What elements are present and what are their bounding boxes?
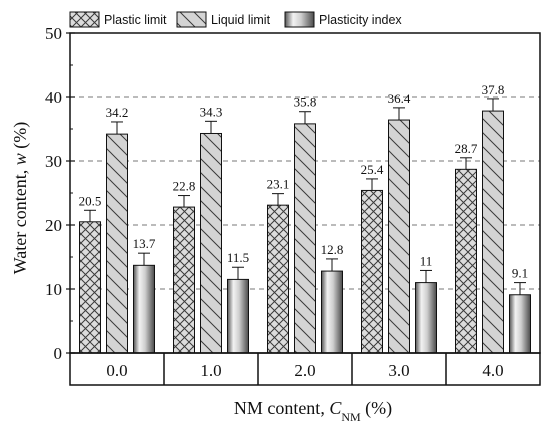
bar-backslash: [200, 132, 222, 354]
legend-swatch-vgradient: [284, 11, 315, 28]
bar-backslash: [294, 123, 316, 354]
x-tick-label: 2.0: [294, 361, 315, 380]
category-box: [69, 352, 541, 386]
data-label: 35.8: [294, 95, 317, 110]
legend-label: Plasticity index: [319, 13, 402, 27]
x-tick-label: 0.0: [106, 361, 127, 380]
data-label: 28.7: [455, 141, 478, 156]
y-tick-label: 40: [45, 88, 62, 107]
bar-vgradient: [415, 282, 437, 354]
data-label: 11.5: [227, 250, 249, 265]
legend-swatch-crosshatch: [69, 11, 100, 28]
legend-label: Plastic limit: [104, 13, 167, 27]
data-label: 9.1: [512, 266, 528, 281]
data-label: 34.2: [106, 105, 129, 120]
y-tick-label: 50: [45, 24, 62, 43]
data-label: 34.3: [200, 104, 223, 119]
data-label: 20.5: [79, 193, 102, 208]
bar-crosshatch: [173, 206, 195, 354]
x-axis-title: NM content, CNM (%): [234, 398, 392, 424]
data-label: 25.4: [361, 162, 384, 177]
y-tick-label: 0: [54, 344, 63, 363]
y-tick-label: 20: [45, 216, 62, 235]
bars: [79, 110, 531, 354]
y-axis-title: Water content, w (%): [10, 122, 31, 275]
x-tick-label: 1.0: [200, 361, 221, 380]
bar-vgradient: [321, 270, 343, 354]
bar-backslash: [106, 133, 128, 354]
bar-crosshatch: [455, 168, 477, 354]
data-label: 23.1: [267, 177, 290, 192]
data-label: 12.8: [321, 242, 344, 257]
bar-vgradient: [509, 294, 531, 354]
legend: Plastic limit Liquid limit Plasticity inde…: [69, 11, 402, 28]
bar-backslash: [388, 119, 410, 354]
bar-vgradient: [133, 264, 155, 354]
x-tick-label: 4.0: [482, 361, 503, 380]
data-label: 36.4: [388, 91, 411, 106]
category-axis: 0.0 1.0 2.0 3.0 4.0: [69, 352, 541, 386]
data-label: 13.7: [133, 236, 156, 251]
legend-swatch-backslash: [176, 11, 207, 28]
bar-crosshatch: [267, 204, 289, 354]
data-labels: 20.5 34.2 13.7 22.8 34.3 11.5 23.1 35.8 12.8 25.4…: [79, 82, 529, 281]
data-label: 37.8: [482, 82, 505, 97]
bar-crosshatch: [79, 221, 101, 354]
legend-label: Liquid limit: [211, 13, 271, 27]
x-tick-label: 3.0: [388, 361, 409, 380]
error-bars: [84, 98, 526, 295]
y-axis: 0 10 20 30 40 50: [45, 24, 75, 363]
y-tick-label: 30: [45, 152, 62, 171]
data-label: 22.8: [173, 179, 196, 194]
data-label: 11: [420, 253, 433, 268]
y-tick-label: 10: [45, 280, 62, 299]
bar-backslash: [482, 110, 504, 354]
bar-crosshatch: [361, 189, 383, 354]
bar-vgradient: [227, 278, 249, 354]
